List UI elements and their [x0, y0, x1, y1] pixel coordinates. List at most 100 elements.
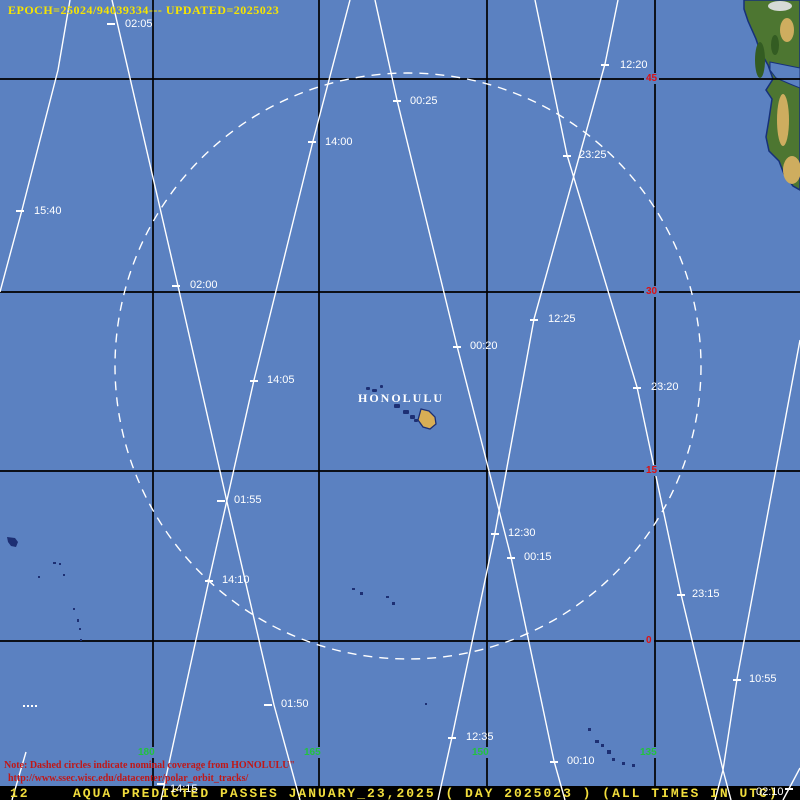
pass-time-label: 02:05: [125, 18, 153, 30]
note-url-text[interactable]: http://www.ssec.wisc.edu/datacenter/pola…: [8, 773, 249, 784]
pass-tick: [677, 594, 685, 596]
island: [77, 619, 79, 622]
pass-time-label: 14:10: [222, 574, 250, 586]
island: [588, 728, 591, 731]
pass-time-label: 14:05: [267, 374, 295, 386]
pass-tick: [205, 580, 213, 582]
pass-tick: [563, 155, 571, 157]
pass-1400-1415: [160, 0, 351, 800]
pass-time-label: 23:15: [692, 588, 720, 600]
terrain-patch: [783, 156, 800, 184]
pass-1540: [0, 0, 71, 293]
pass-2315-2325: [534, 0, 732, 800]
pass-tick: [601, 64, 609, 66]
pass-0010-0025: [374, 0, 566, 800]
pass-time-label: 23:25: [579, 149, 607, 161]
island: [79, 628, 81, 630]
pass-tick: [633, 387, 641, 389]
pass-time-label: 00:25: [410, 95, 438, 107]
longitude-label: 150: [471, 747, 490, 758]
pass-time-label: 00:10: [567, 755, 595, 767]
pass-time-label: 00:20: [470, 340, 498, 352]
pass-tick: [157, 783, 165, 785]
hawaiian-island: [394, 404, 400, 408]
pass-tick: [507, 557, 515, 559]
pass-time-label: 02:00: [190, 279, 218, 291]
pass-time-label: 12:35: [466, 731, 494, 743]
pass-tick: [550, 761, 558, 763]
island: [425, 703, 427, 705]
hawaiian-island: [366, 387, 370, 390]
island: [601, 744, 604, 747]
pass-time-label: 01:55: [234, 494, 262, 506]
pass-tick: [491, 533, 499, 535]
title-bar: [0, 786, 800, 800]
island: [386, 596, 389, 598]
pass-tick: [217, 500, 225, 502]
note-coverage-text: Note: Dashed circles indicate nominal co…: [4, 760, 295, 771]
pass-tick: [172, 285, 180, 287]
pass-tick: [16, 210, 24, 212]
longitude-label: 165: [303, 747, 322, 758]
pass-time-label: 02:10: [756, 786, 784, 798]
island: [73, 608, 75, 610]
terrain-patch: [777, 94, 789, 146]
pass-1055: [714, 339, 800, 800]
hawaiian-island: [410, 415, 415, 419]
island: [622, 762, 625, 765]
pass-0210: [782, 767, 800, 800]
island: [360, 592, 363, 595]
island: [632, 764, 635, 767]
pass-time-label: 10:55: [749, 673, 777, 685]
hawaiian-island: [372, 389, 377, 392]
pass-0150-0205: [111, 0, 301, 800]
island: [80, 639, 82, 641]
pass-time-label: 12:25: [548, 313, 576, 325]
snow-patch: [768, 1, 792, 11]
pass-time-label: 12:30: [508, 527, 536, 539]
latitude-label: 0: [644, 635, 654, 646]
pass-time-label: 12:20: [620, 59, 648, 71]
island: [352, 588, 355, 590]
pass-tick: [785, 788, 793, 790]
puget-sound-inlet: [769, 61, 800, 89]
hawaiian-island: [403, 410, 409, 414]
pass-tick: [264, 704, 272, 706]
pass-tick: [453, 346, 461, 348]
island: [53, 562, 56, 564]
coverage-circle: [114, 72, 702, 660]
pass-time-label: 01:50: [281, 698, 309, 710]
honolulu-label: HONOLULU: [358, 391, 445, 405]
pass-time-label: 14:15: [170, 783, 198, 795]
pass-time-label: 23:20: [651, 381, 679, 393]
island-dot: [31, 705, 33, 707]
epoch-text: EPOCH=25024/94039334--- UPDATED=2025023: [8, 3, 280, 17]
island: [38, 576, 40, 578]
longitude-label: 180: [137, 747, 156, 758]
island-dot: [27, 705, 29, 707]
hawaiian-island: [414, 419, 418, 422]
pass-tick: [448, 737, 456, 739]
pass-time-label: 14:00: [325, 136, 353, 148]
pass-tick: [733, 679, 741, 681]
pass-time-label: 00:15: [524, 551, 552, 563]
latitude-label: 30: [644, 286, 660, 297]
island: [595, 740, 599, 743]
terrain-patch: [755, 42, 765, 78]
island: [607, 750, 611, 754]
terrain-patch: [780, 18, 794, 42]
terrain-patch: [771, 35, 779, 55]
bar-title: AQUA PREDICTED PASSES JANUARY_23,2025 ( …: [73, 786, 779, 800]
pass-corner: [11, 751, 27, 800]
island: [63, 574, 65, 576]
pass-tick: [530, 319, 538, 321]
pass-tick: [250, 380, 258, 382]
pass-tick: [308, 141, 316, 143]
island: [612, 758, 615, 761]
pass-tick: [393, 100, 401, 102]
island: [392, 602, 395, 605]
island-dot: [35, 705, 37, 707]
pass-1220-1235: [437, 0, 619, 800]
